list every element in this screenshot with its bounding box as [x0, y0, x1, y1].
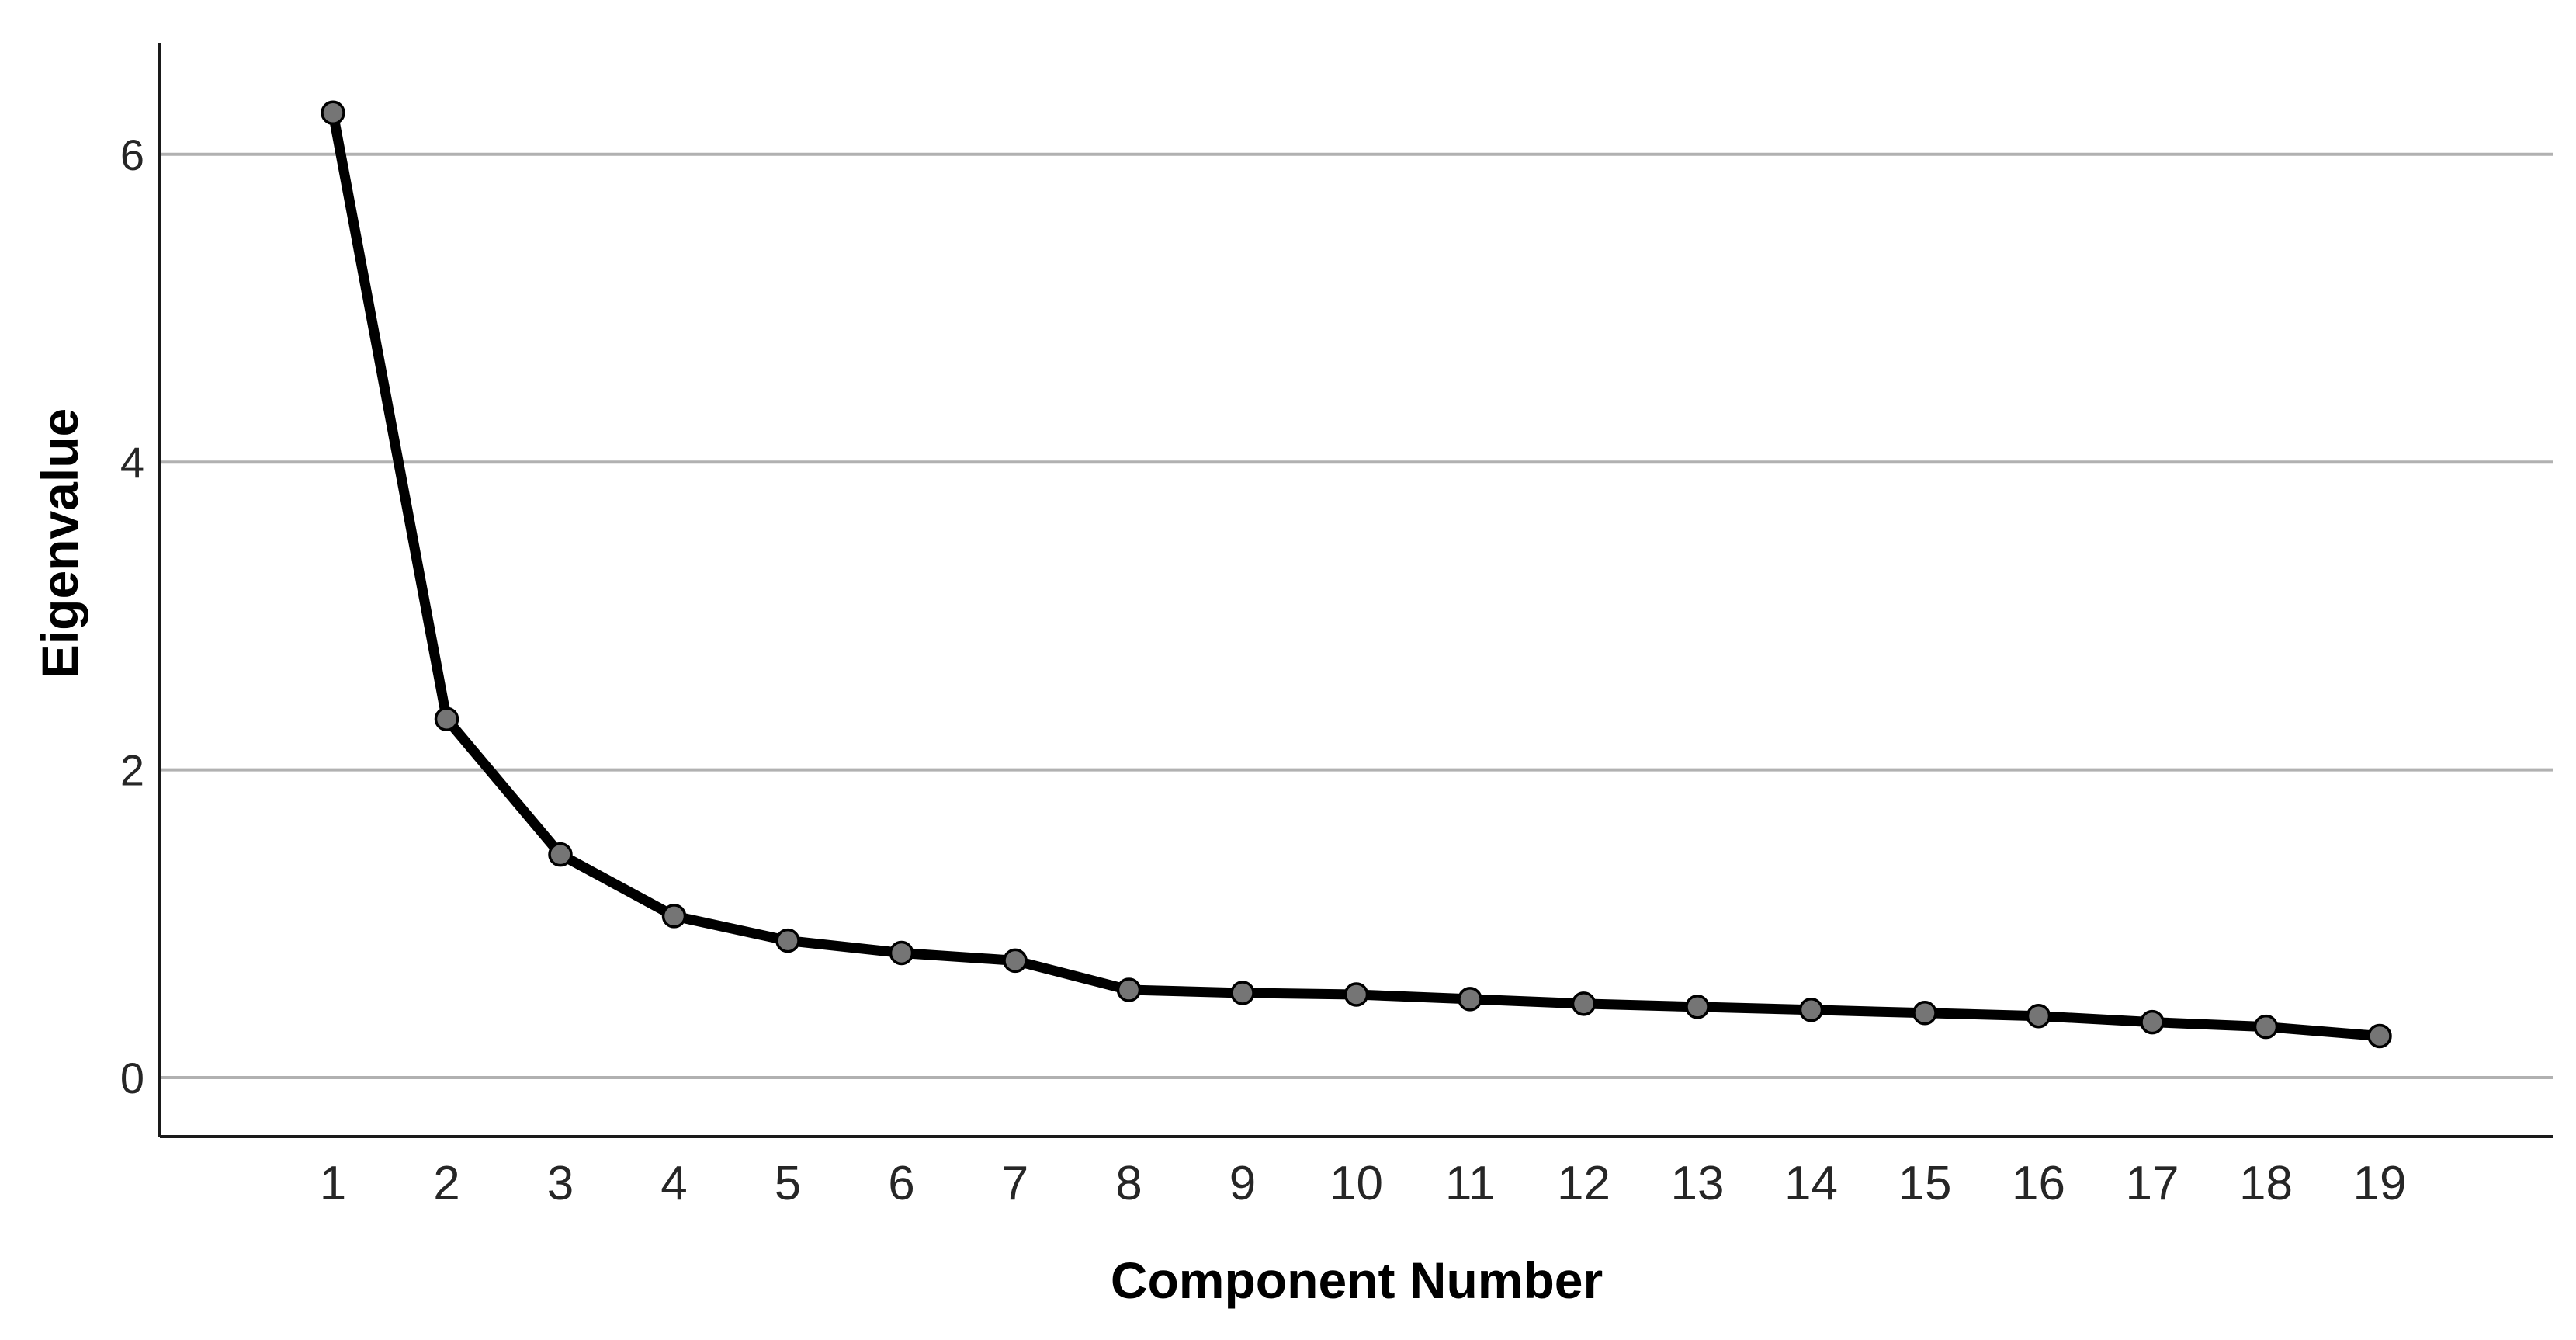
x-tick-label: 7: [1002, 1157, 1028, 1210]
data-point-marker: [2253, 1014, 2279, 1040]
y-tick-label: 2: [120, 746, 144, 795]
x-tick-label: 5: [775, 1157, 801, 1210]
data-point-marker: [1798, 998, 1824, 1022]
x-tick-label: 19: [2353, 1157, 2407, 1210]
x-tick-label: 3: [547, 1157, 574, 1210]
data-point-marker: [1003, 948, 1028, 974]
x-tick-label: 18: [2239, 1157, 2293, 1210]
data-point-marker: [1230, 981, 1255, 1005]
x-axis-title: Component Number: [1111, 1251, 1603, 1309]
y-tick-label: 0: [120, 1054, 144, 1102]
x-tick-label: 9: [1229, 1157, 1256, 1210]
data-point-marker: [321, 100, 345, 126]
x-tick-label: 17: [2126, 1157, 2179, 1210]
x-tick-label: 16: [2012, 1157, 2065, 1210]
data-point-marker: [2140, 1009, 2165, 1035]
data-point-marker: [1458, 987, 1482, 1012]
x-tick-label: 15: [1898, 1157, 1952, 1210]
y-axis-title: Eigenvalue: [31, 408, 88, 679]
x-tick-labels-group: 1 2 3 4 5 6 7 8 9 10 11 12 13 14 15 16 17 18 19: [320, 1157, 2407, 1210]
data-point-marker: [1343, 982, 1369, 1007]
gridlines-group: [160, 152, 2553, 1079]
x-tick-label: 13: [1671, 1157, 1725, 1210]
data-point-marker: [1571, 991, 1597, 1016]
y-tick-label: 6: [120, 130, 144, 179]
data-point-marker: [1116, 977, 1142, 1002]
data-point-marker: [434, 706, 459, 731]
x-tick-label: 1: [320, 1157, 346, 1210]
data-point-marker: [1685, 995, 1710, 1019]
series-group: [328, 107, 2385, 1041]
x-tick-label: 11: [1445, 1157, 1495, 1210]
x-tick-label: 8: [1115, 1157, 1142, 1210]
data-point-marker: [775, 928, 800, 953]
data-point-marker: [2026, 1003, 2051, 1029]
data-point-marker: [1912, 1001, 1937, 1026]
x-tick-label: 10: [1330, 1157, 1383, 1210]
x-tick-label: 2: [433, 1157, 459, 1210]
series-line: [328, 107, 2385, 1041]
y-tick-labels-group: 0 2 4 6: [120, 130, 144, 1102]
data-point-marker: [661, 904, 687, 929]
markers-group: [321, 100, 2392, 1049]
x-tick-label: 14: [1784, 1157, 1838, 1210]
x-tick-label: 6: [888, 1157, 914, 1210]
data-point-marker: [548, 842, 573, 867]
data-point-marker: [2367, 1023, 2392, 1049]
data-point-marker: [889, 940, 914, 966]
axes-group: [158, 43, 2553, 1138]
x-tick-label: 4: [660, 1157, 687, 1210]
x-tick-label: 12: [1557, 1157, 1610, 1210]
y-tick-label: 4: [120, 438, 144, 487]
